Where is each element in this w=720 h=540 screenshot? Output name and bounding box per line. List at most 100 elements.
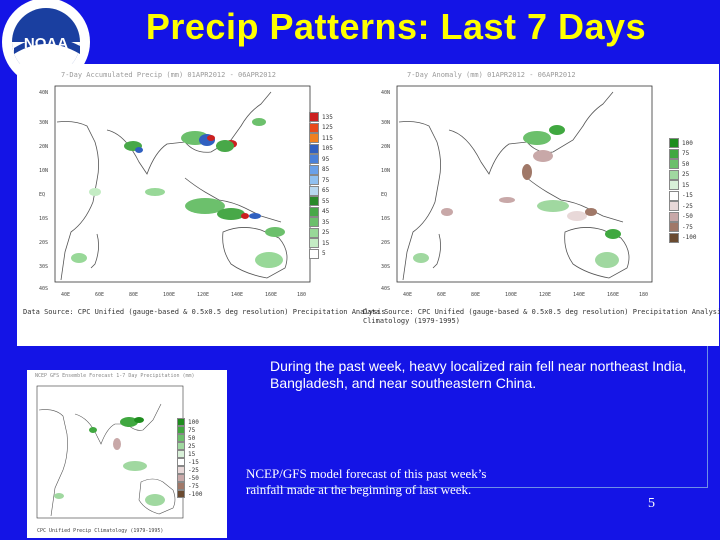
legend-label: 35 bbox=[322, 218, 330, 226]
legend-swatch bbox=[309, 133, 319, 144]
legend-swatch bbox=[177, 490, 185, 498]
legend-swatch bbox=[177, 466, 185, 474]
legend-label: 105 bbox=[322, 145, 333, 153]
gfs-note-text: NCEP/GFS model forecast of this past wee… bbox=[246, 466, 487, 497]
gfs-map-title: NCEP GFS Ensemble Forecast 1-7 Day Preci… bbox=[35, 373, 195, 379]
left-lon-label: 120E bbox=[197, 292, 210, 298]
left-map-source: Data Source: CPC Unified (gauge-based & … bbox=[23, 308, 386, 316]
legend-item: 50 bbox=[669, 159, 696, 170]
right-lat-label: 30N bbox=[381, 120, 391, 126]
legend-swatch bbox=[309, 206, 319, 217]
right-lat-label: 40N bbox=[381, 90, 391, 96]
left-lon-label: 80E bbox=[129, 292, 139, 298]
legend-swatch bbox=[309, 227, 319, 238]
right-map-source-2: Climatology (1979-1995) bbox=[363, 317, 460, 325]
right-map-title: 7-Day Anomaly (mm) 01APR2012 - 06APR2012 bbox=[407, 71, 576, 79]
legend-item: -50 bbox=[669, 211, 696, 223]
right-lat-label: 20S bbox=[381, 240, 391, 246]
left-map-title: 7-Day Accumulated Precip (mm) 01APR2012 … bbox=[61, 71, 276, 79]
legend-label: -50 bbox=[682, 213, 693, 221]
legend-label: 15 bbox=[682, 181, 690, 189]
legend-item: -100 bbox=[669, 232, 697, 244]
legend-swatch bbox=[309, 154, 319, 165]
legend-swatch bbox=[669, 180, 679, 191]
legend-swatch bbox=[669, 190, 679, 201]
legend-item: 135 bbox=[309, 112, 333, 123]
legend-label: -50 bbox=[188, 474, 199, 482]
legend-item: -25 bbox=[177, 466, 202, 474]
legend-swatch bbox=[309, 248, 319, 259]
summary-text: During the past week, heavy localized ra… bbox=[270, 358, 687, 391]
legend-item: 115 bbox=[309, 133, 333, 144]
legend-swatch bbox=[177, 450, 185, 458]
left-lat-label: 30S bbox=[39, 264, 49, 270]
legend-item: 50 bbox=[177, 434, 202, 442]
left-lat-label: 10S bbox=[39, 216, 49, 222]
gfs-map-legend: 100 75 50 25 15 -15 -25 -50 -75 -100 bbox=[177, 418, 202, 498]
left-precip-map bbox=[54, 85, 311, 283]
legend-item: 5 bbox=[309, 248, 333, 260]
legend-swatch bbox=[669, 211, 679, 222]
legend-item: 25 bbox=[669, 169, 696, 181]
legend-swatch bbox=[177, 418, 185, 426]
legend-item: 25 bbox=[309, 227, 333, 239]
legend-swatch bbox=[309, 238, 319, 249]
legend-label: 115 bbox=[322, 134, 333, 142]
right-lat-label: 10N bbox=[381, 168, 391, 174]
legend-label: 135 bbox=[322, 113, 333, 121]
legend-swatch bbox=[669, 222, 679, 233]
gfs-map-source: CPC Unified Precip Climatology (1979-199… bbox=[37, 528, 164, 534]
legend-item: 35 bbox=[309, 217, 333, 228]
legend-item: 15 bbox=[669, 180, 696, 191]
legend-label: 100 bbox=[188, 418, 199, 426]
legend-label: -25 bbox=[188, 466, 199, 474]
legend-item: 85 bbox=[309, 164, 333, 176]
right-lon-label: 140E bbox=[573, 292, 586, 298]
right-lon-label: 60E bbox=[437, 292, 447, 298]
legend-label: 75 bbox=[188, 426, 196, 434]
legend-label: 100 bbox=[682, 139, 693, 147]
legend-swatch bbox=[669, 169, 679, 180]
page-number: 5 bbox=[648, 496, 655, 511]
left-lon-label: 180 bbox=[297, 292, 307, 298]
legend-label: 50 bbox=[682, 160, 690, 168]
legend-swatch bbox=[669, 159, 679, 170]
legend-swatch bbox=[309, 196, 319, 207]
legend-label: 65 bbox=[322, 187, 330, 195]
legend-swatch bbox=[309, 185, 319, 196]
right-lon-label: 120E bbox=[539, 292, 552, 298]
legend-label: 85 bbox=[322, 166, 330, 174]
legend-item: 15 bbox=[309, 238, 333, 249]
legend-item: -50 bbox=[177, 474, 202, 482]
legend-item: 100 bbox=[177, 418, 202, 426]
legend-label: -15 bbox=[188, 458, 199, 466]
legend-item: 125 bbox=[309, 122, 333, 134]
legend-label: 15 bbox=[188, 450, 196, 458]
legend-item: 45 bbox=[309, 206, 333, 218]
gfs-forecast-map: NCEP GFS Ensemble Forecast 1-7 Day Preci… bbox=[27, 370, 227, 538]
left-lat-label: 30N bbox=[39, 120, 49, 126]
legend-swatch bbox=[309, 112, 319, 123]
noaa-logo-text: NOAA bbox=[24, 35, 68, 52]
left-lat-label: 20N bbox=[39, 144, 49, 150]
legend-swatch bbox=[177, 434, 185, 442]
legend-item: 100 bbox=[669, 138, 696, 149]
legend-label: 75 bbox=[322, 176, 330, 184]
right-lat-label: 10S bbox=[381, 216, 391, 222]
legend-label: -75 bbox=[682, 223, 693, 231]
left-lon-label: 140E bbox=[231, 292, 244, 298]
legend-label: 25 bbox=[188, 442, 196, 450]
legend-swatch bbox=[669, 138, 679, 149]
left-lat-label: EQ bbox=[39, 192, 46, 198]
legend-item: -100 bbox=[177, 490, 202, 498]
right-lon-label: 100E bbox=[505, 292, 518, 298]
legend-label: -100 bbox=[682, 234, 697, 242]
legend-swatch bbox=[669, 148, 679, 159]
legend-label: 75 bbox=[682, 150, 690, 158]
callout-underline bbox=[246, 487, 516, 488]
legend-label: 15 bbox=[322, 239, 330, 247]
maps-panel: 7-Day Accumulated Precip (mm) 01APR2012 … bbox=[17, 64, 720, 346]
legend-label: 5 bbox=[322, 250, 326, 258]
legend-swatch bbox=[177, 458, 185, 466]
left-lat-label: 20S bbox=[39, 240, 49, 246]
